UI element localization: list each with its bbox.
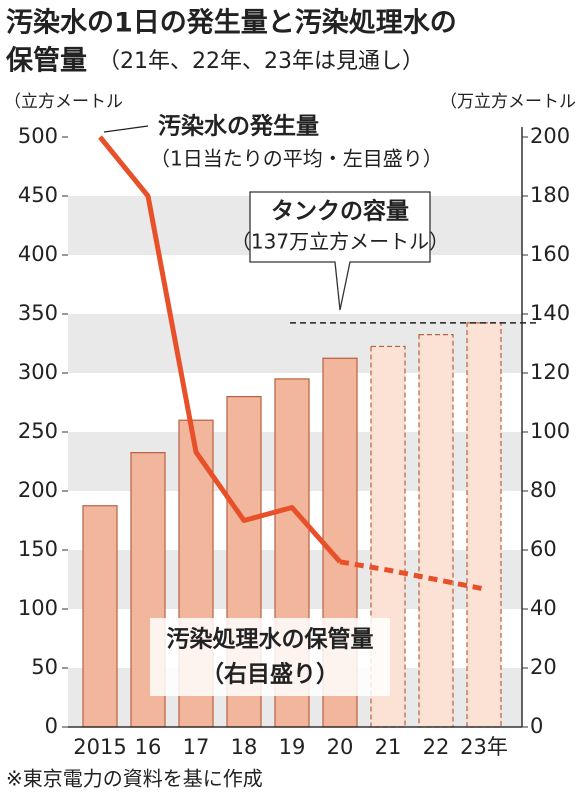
- y2-axis-unit: （万立方メートル: [440, 92, 576, 112]
- bar: [418, 334, 454, 728]
- y2-tick-label: 200: [530, 124, 570, 148]
- y2-tick-label: 180: [530, 183, 570, 207]
- series-label: 汚染処理水の保管量: [167, 626, 374, 653]
- chart-title: 保管量: [5, 46, 87, 77]
- y-tick-label: 200: [18, 478, 58, 502]
- y-tick-label: 50: [31, 655, 58, 679]
- y-tick-label: 250: [18, 419, 58, 443]
- bar: [82, 505, 118, 728]
- source-note: ※東京電力の資料を基に作成: [6, 767, 263, 791]
- annotation-text: （137万立方メートル）: [231, 230, 449, 254]
- chart-subtitle: （21年、22年、23年は見通し）: [98, 49, 424, 74]
- series-note: （右目盛り）: [201, 661, 339, 688]
- y2-tick-label: 0: [530, 714, 543, 738]
- y-tick-label: 450: [18, 183, 58, 207]
- x-tick-label: 18: [231, 735, 258, 759]
- y-tick-label: 350: [18, 301, 58, 325]
- x-tick-label: 20: [327, 735, 354, 759]
- label-bg: [150, 112, 510, 178]
- chart-title: 汚染水の1日の発生量と汚染処理水の: [6, 7, 457, 39]
- callout-box: [249, 191, 431, 311]
- x-tick-label: 19: [279, 735, 306, 759]
- y2-tick-label: 40: [530, 596, 557, 620]
- line: [98, 135, 342, 564]
- y2-tick-label: 160: [530, 242, 570, 266]
- x-tick-label: 23年: [460, 735, 508, 759]
- y-tick-label: 500: [18, 124, 58, 148]
- line-forecast: [339, 559, 485, 592]
- series-label: 汚染水の発生量: [158, 113, 319, 140]
- x-tick-label: 2015: [73, 735, 126, 759]
- y2-tick-label: 120: [530, 360, 570, 384]
- y-tick-label: 0: [45, 714, 58, 738]
- series-note: （1日当たりの平均・左目盛り）: [150, 147, 443, 171]
- x-tick-label: 21: [375, 735, 402, 759]
- x-tick-label: 17: [183, 735, 210, 759]
- y2-tick-label: 20: [530, 655, 557, 679]
- y-axis-unit: （立方メートル: [4, 92, 123, 112]
- y-tick-label: 100: [18, 596, 58, 620]
- annotation-title: タンクの容量: [271, 198, 409, 225]
- x-tick-label: 16: [135, 735, 162, 759]
- x-tick-label: 22: [423, 735, 450, 759]
- y2-tick-label: 140: [530, 301, 570, 325]
- y-tick-label: 150: [18, 537, 58, 561]
- y2-tick-label: 100: [530, 419, 570, 443]
- label-bg: [150, 618, 390, 696]
- y2-tick-label: 80: [530, 478, 557, 502]
- y2-tick-label: 60: [530, 537, 557, 561]
- bar: [466, 322, 502, 728]
- y-tick-label: 400: [18, 242, 58, 266]
- leader: [103, 125, 149, 133]
- y-tick-label: 300: [18, 360, 58, 384]
